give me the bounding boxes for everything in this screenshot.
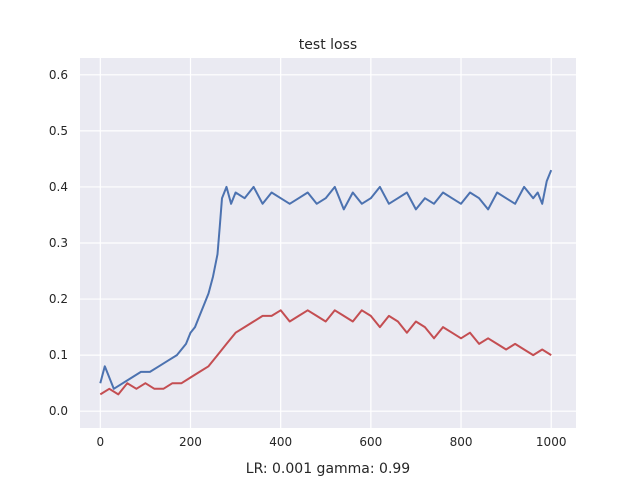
y-tick-label: 0.5 — [49, 124, 68, 138]
y-tick-label: 0.3 — [49, 236, 68, 250]
y-tick-label: 0.6 — [49, 68, 68, 82]
x-tick-label: 800 — [450, 435, 473, 449]
chart-title: test loss — [299, 37, 357, 53]
x-axis-label: LR: 0.001 gamma: 0.99 — [246, 461, 410, 477]
x-tick-label: 200 — [179, 435, 202, 449]
y-tick-label: 0.0 — [49, 404, 68, 418]
series-line-1 — [99, 169, 553, 390]
x-tick-label: 0 — [96, 435, 104, 449]
grid — [80, 58, 576, 428]
x-tick-label: 1000 — [536, 435, 567, 449]
tick-labels: 0 200 400 600 800 1000 0.0 0.1 0.2 0.3 0.4 0.5 0.6 — [49, 68, 567, 449]
x-tick-label: 400 — [269, 435, 292, 449]
x-tick-label: 600 — [359, 435, 382, 449]
y-tick-label: 0.4 — [49, 180, 68, 194]
series-line-2 — [99, 309, 552, 396]
series-layer — [99, 169, 553, 396]
y-tick-label: 0.2 — [49, 292, 68, 306]
y-tick-label: 0.1 — [49, 348, 68, 362]
